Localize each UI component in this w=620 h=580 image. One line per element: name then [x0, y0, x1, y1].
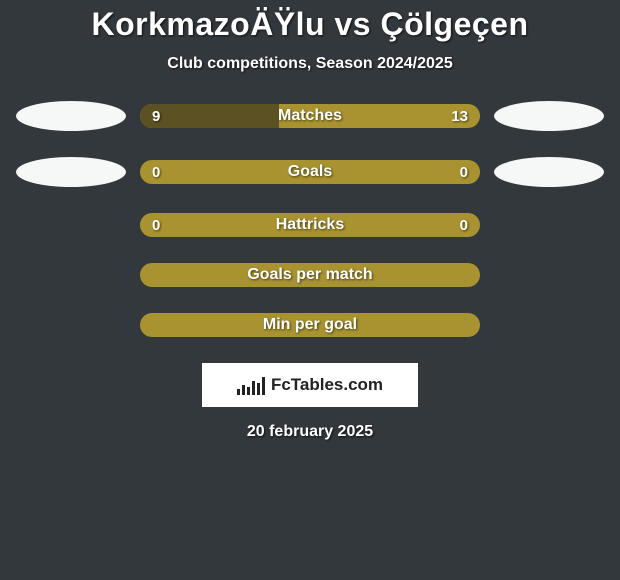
stat-row: 00Hattricks [0, 213, 620, 237]
stat-bar: 913Matches [140, 104, 480, 128]
stat-bar: 00Goals [140, 160, 480, 184]
logo-bars-icon [237, 375, 265, 395]
stat-label: Hattricks [140, 216, 480, 234]
stat-label: Matches [140, 107, 480, 125]
stat-label: Min per goal [140, 316, 480, 334]
stat-bar: Goals per match [140, 263, 480, 287]
stat-row: Goals per match [0, 263, 620, 287]
comparison-infographic: KorkmazoÄŸlu vs Çölgeçen Club competitio… [0, 0, 620, 580]
stat-label: Goals [140, 163, 480, 181]
stat-row: Min per goal [0, 313, 620, 337]
subtitle: Club competitions, Season 2024/2025 [0, 55, 620, 73]
player-bubble-right [494, 101, 604, 131]
logo-box: FcTables.com [202, 363, 418, 407]
stat-rows: 913Matches 00Goals 00Hattricks Goals per ma… [0, 101, 620, 337]
stat-bar: 00Hattricks [140, 213, 480, 237]
stat-bar: Min per goal [140, 313, 480, 337]
page-title: KorkmazoÄŸlu vs Çölgeçen [0, 6, 620, 43]
player-bubble-right [494, 157, 604, 187]
player-bubble-left [16, 101, 126, 131]
player-bubble-left [16, 157, 126, 187]
stat-row: 913Matches [0, 101, 620, 131]
logo-text: FcTables.com [271, 375, 383, 395]
date-label: 20 february 2025 [0, 423, 620, 441]
stat-label: Goals per match [140, 266, 480, 284]
stat-row: 00Goals [0, 157, 620, 187]
